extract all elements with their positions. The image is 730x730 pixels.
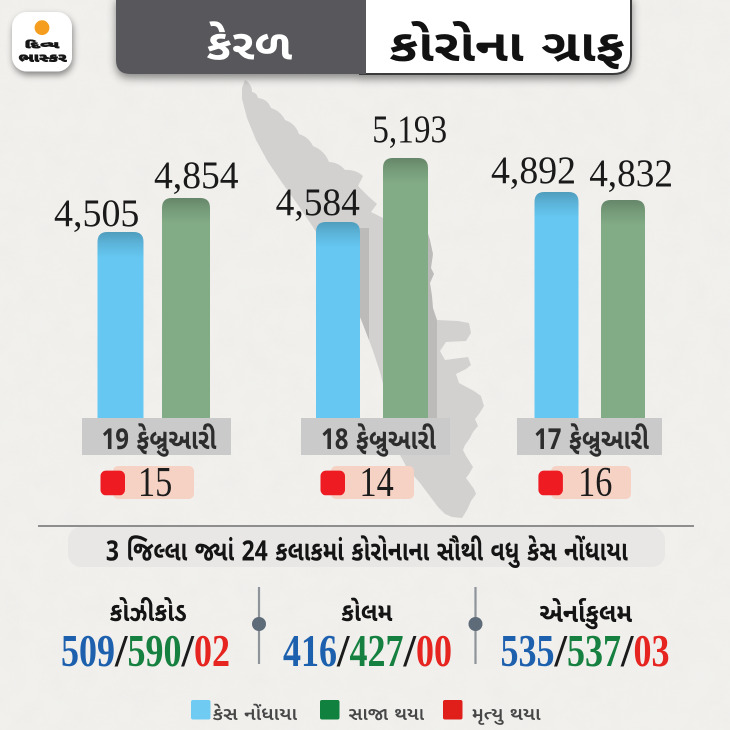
- svg-text:509: 509: [61, 625, 115, 676]
- svg-text:4,505: 4,505: [54, 192, 139, 235]
- svg-text:590: 590: [128, 625, 182, 676]
- svg-text:16: 16: [578, 460, 612, 506]
- svg-text:537: 537: [567, 625, 621, 676]
- svg-text:416: 416: [283, 625, 337, 676]
- svg-text:4,832: 4,832: [589, 152, 673, 195]
- svg-text:4,892: 4,892: [491, 149, 576, 192]
- svg-text:427: 427: [350, 625, 404, 676]
- svg-text:/: /: [336, 625, 351, 676]
- svg-text:5,193: 5,193: [372, 108, 447, 151]
- svg-text:00: 00: [416, 625, 452, 676]
- svg-text:4,584: 4,584: [276, 181, 360, 224]
- svg-text:/: /: [114, 625, 129, 676]
- svg-text:535: 535: [501, 625, 555, 676]
- svg-text:/: /: [403, 625, 418, 676]
- svg-text:/: /: [181, 625, 196, 676]
- svg-text:/: /: [620, 625, 635, 676]
- svg-text:14: 14: [360, 460, 394, 506]
- svg-text:02: 02: [194, 625, 230, 676]
- svg-text:15: 15: [138, 460, 172, 506]
- svg-text:03: 03: [634, 625, 670, 676]
- svg-text:/: /: [554, 625, 569, 676]
- svg-text:4,854: 4,854: [154, 154, 239, 197]
